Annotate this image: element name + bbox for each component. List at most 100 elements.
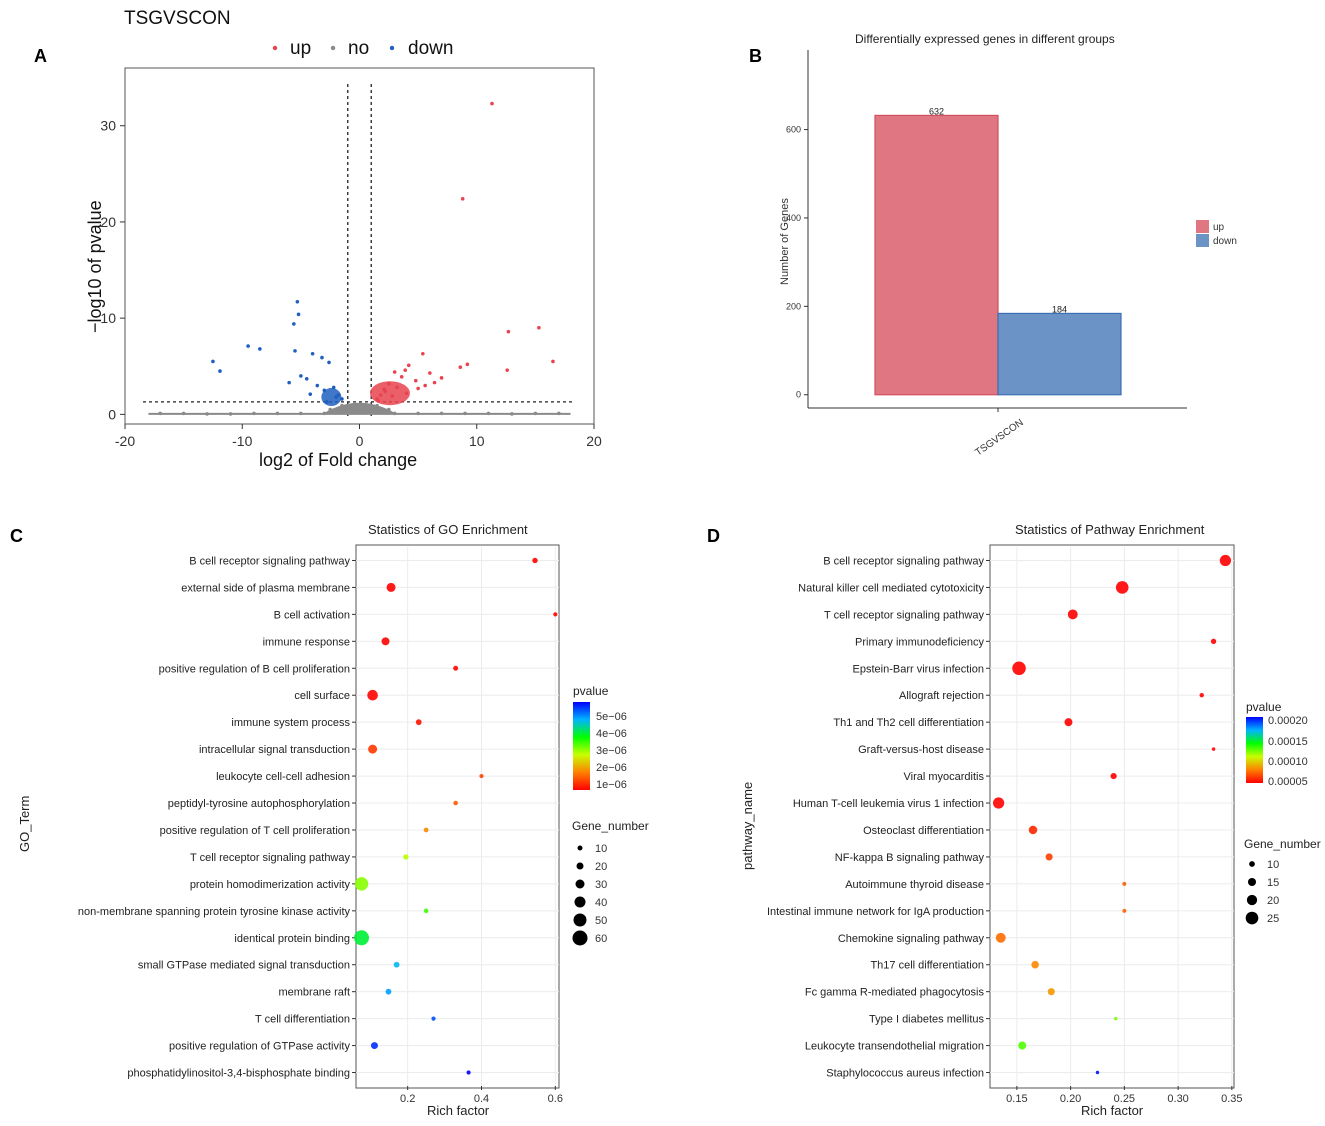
- bubble-term-label: T cell differentiation: [255, 1014, 350, 1026]
- size-legend-dot: [1246, 894, 1258, 906]
- pathway-enrichment-bubble-chart: Statistics of Pathway Enrichment 0.15 0.2…: [740, 522, 1321, 1118]
- volcano-point-no: [533, 411, 538, 416]
- bar-data-label-up: 632: [929, 106, 944, 116]
- legend-down-marker: [389, 45, 395, 51]
- bubble-point: [370, 1042, 378, 1050]
- bubble-point: [992, 797, 1005, 809]
- pathway-pvalue-tick: 0.00005: [1268, 776, 1308, 788]
- deg-bar-chart: Differentially expressed genes in differ…: [779, 32, 1237, 458]
- go-plot-frame: [355, 544, 560, 1089]
- bubble-term-label: Epstein-Barr virus infection: [853, 663, 984, 675]
- bubble-term-label: cell surface: [294, 690, 350, 702]
- bubble-term-label: T cell receptor signaling pathway: [824, 609, 984, 621]
- volcano-point-down: [299, 374, 303, 378]
- bubble-term-label: immune system process: [231, 717, 350, 729]
- volcano-point-no: [363, 402, 368, 407]
- bubble-term-label: B cell receptor signaling pathway: [189, 555, 350, 567]
- volcano-point-down: [293, 349, 297, 353]
- volcano-y-tick-label: 10: [100, 310, 116, 326]
- bubble-point: [368, 744, 378, 754]
- volcano-y-label: −log10 of pvalue: [85, 200, 105, 333]
- go-y-label: GO_Term: [17, 796, 32, 852]
- volcano-x-tick-label: 10: [469, 433, 485, 449]
- bubble-term-label: Type I diabetes mellitus: [869, 1014, 984, 1026]
- bubble-point: [354, 877, 369, 891]
- volcano-point-up: [505, 368, 510, 372]
- volcano-down-cluster: [321, 388, 342, 407]
- bubble-point: [385, 988, 392, 995]
- bubble-point: [1012, 661, 1026, 676]
- volcano-point-no: [322, 411, 327, 416]
- bubble-point: [453, 800, 458, 806]
- legend-no-label: no: [348, 38, 369, 59]
- bubble-point: [1211, 747, 1216, 751]
- bubble-term-label: Th1 and Th2 cell differentiation: [833, 717, 984, 729]
- legend-up-marker: [272, 45, 278, 51]
- volcano-point-up: [428, 371, 432, 375]
- bubble-term-label: external side of plasma membrane: [181, 582, 350, 594]
- bubble-point: [532, 557, 538, 564]
- bubble-term-label: Human T-cell leukemia virus 1 infection: [793, 798, 984, 810]
- bubble-point: [479, 773, 484, 779]
- bubble-point: [386, 582, 396, 592]
- bubble-term-label: Primary immunodeficiency: [855, 636, 984, 648]
- size-legend-dot: [573, 913, 587, 927]
- volcano-point-no: [334, 409, 338, 414]
- panel-label-a: A: [34, 46, 47, 66]
- volcano-point-no: [228, 412, 233, 416]
- bubble-term-label: non-membrane spanning protein tyrosine k…: [78, 906, 351, 918]
- volcano-point-up: [399, 375, 404, 379]
- volcano-point-no: [299, 411, 303, 416]
- volcano-point-no: [369, 406, 374, 411]
- bar-legend-down-swatch: [1196, 234, 1209, 247]
- bar-data-label-down: 184: [1052, 304, 1067, 314]
- volcano-point-no: [392, 411, 397, 416]
- volcano-up-cluster: [369, 381, 410, 406]
- bubble-point: [381, 637, 390, 646]
- volcano-point-no: [381, 409, 385, 414]
- volcano-point-up: [506, 329, 511, 334]
- volcano-point-up: [432, 380, 437, 385]
- volcano-point-down: [308, 392, 313, 396]
- volcano-point-no: [357, 403, 362, 408]
- size-legend-label: 30: [595, 879, 607, 891]
- go-pvalue-legend-title: pvalue: [573, 684, 609, 698]
- bubble-term-label: B cell receptor signaling pathway: [823, 555, 984, 567]
- bubble-point: [1067, 609, 1078, 620]
- volcano-point-no: [416, 411, 420, 416]
- volcano-point-up: [403, 368, 408, 372]
- bubble-term-label: Chemokine signaling pathway: [838, 933, 985, 945]
- bar-up: [874, 114, 999, 396]
- bubble-point: [431, 1016, 436, 1021]
- size-legend-dot: [1245, 911, 1259, 925]
- bar-y-tick-label: 600: [786, 125, 801, 135]
- bubble-point: [1122, 881, 1127, 886]
- bubble-point: [354, 930, 370, 946]
- legend-no-marker: [330, 45, 336, 51]
- bubble-point: [1047, 988, 1055, 996]
- bubble-point: [1114, 1016, 1118, 1021]
- volcano-point-down: [211, 359, 215, 364]
- size-legend-dot: [576, 862, 584, 870]
- bubble-term-label: phosphatidylinositol-3,4-bisphosphate bi…: [127, 1068, 350, 1080]
- bubble-term-label: Natural killer cell mediated cytotoxicit…: [798, 582, 984, 594]
- volcano-point-no: [486, 411, 491, 416]
- pathway-y-label: pathway_name: [740, 782, 755, 870]
- volcano-point-down: [292, 322, 296, 326]
- volcano-plot: TSGVSCON up no down -20 -10 0 10 20 0 10 20 30 l…: [85, 8, 602, 470]
- volcano-point-no: [351, 402, 356, 407]
- volcano-point-no: [181, 411, 186, 416]
- go-pvalue-tick: 4e−06: [596, 728, 627, 740]
- go-chart-title: Statistics of GO Enrichment: [368, 522, 528, 537]
- volcano-point-up: [406, 363, 411, 368]
- size-legend-label: 20: [595, 861, 607, 873]
- volcano-point-no: [158, 411, 162, 416]
- volcano-x-label: log2 of Fold change: [259, 450, 417, 470]
- bar-y-tick-label: 400: [786, 213, 801, 223]
- bubble-term-label: Th17 cell differentiation: [870, 960, 984, 972]
- size-legend-label: 15: [1267, 877, 1279, 889]
- size-legend-label: 10: [595, 843, 607, 855]
- bubble-point: [403, 854, 409, 860]
- bubble-point: [553, 612, 558, 617]
